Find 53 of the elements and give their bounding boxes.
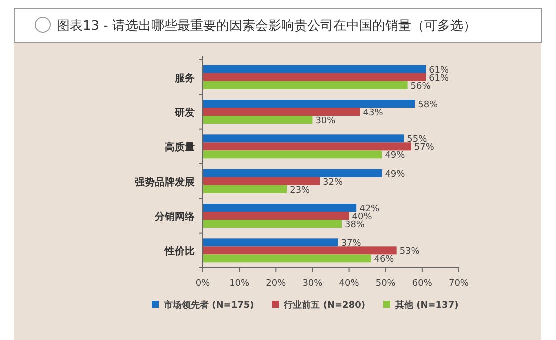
bar [203,100,416,108]
data-label: 38% [344,220,366,230]
x-tick-label: 60% [412,279,433,289]
bar [203,204,357,212]
bar [203,177,320,186]
data-label: 43% [363,108,384,118]
bar [203,254,372,263]
data-label: 30% [316,116,336,126]
x-tick-label: 20% [266,279,287,289]
bar [203,65,426,74]
data-label: 37% [341,239,362,250]
data-label: 23% [290,186,311,196]
y-tick-label: 分销网络 [154,211,196,223]
x-tick-label: 70% [448,279,470,289]
legend-label: 其他 (N=137) [394,300,459,311]
data-label: 49% [385,170,406,180]
bar [203,81,408,90]
x-tick-label: 30% [302,279,324,289]
legend-label: 市场领先者 (N=175) [163,300,254,311]
bar [203,246,397,255]
data-label: 61% [429,74,450,84]
data-label: 61% [429,66,450,76]
y-tick-label: 研发 [174,107,195,119]
bar [203,185,288,194]
bar [203,73,426,82]
data-label: 46% [374,255,395,266]
y-tick-label: 高质量 [165,142,195,154]
data-label: 49% [385,151,406,162]
data-label: 42% [360,204,380,214]
x-tick-label: 40% [339,279,360,289]
bar [203,116,313,124]
bar [203,238,338,247]
bar [203,134,404,143]
bar [203,220,342,228]
data-label: 57% [414,143,435,154]
x-tick-label: 50% [376,279,396,289]
data-label: 58% [418,100,439,110]
x-tick-label: 10% [230,279,250,289]
chart-title: 图表13 - 请选出哪些最重要的因素会影响贵公司在中国的销量（可多选） [57,19,476,34]
data-label: 53% [400,247,420,258]
legend-label: 行业前五 (N=280) [283,300,366,311]
data-label: 40% [352,212,373,222]
y-tick-label: 性价比 [164,246,195,258]
bar [203,212,350,220]
bar [203,142,412,151]
y-tick-label: 强势品牌发展 [135,176,195,188]
y-tick-label: 服务 [174,72,195,84]
bar [203,108,360,116]
data-label: 32% [323,178,344,188]
data-label: 56% [410,82,432,92]
x-tick-label: 0% [196,279,211,289]
bar [203,169,382,178]
bar [203,150,382,159]
